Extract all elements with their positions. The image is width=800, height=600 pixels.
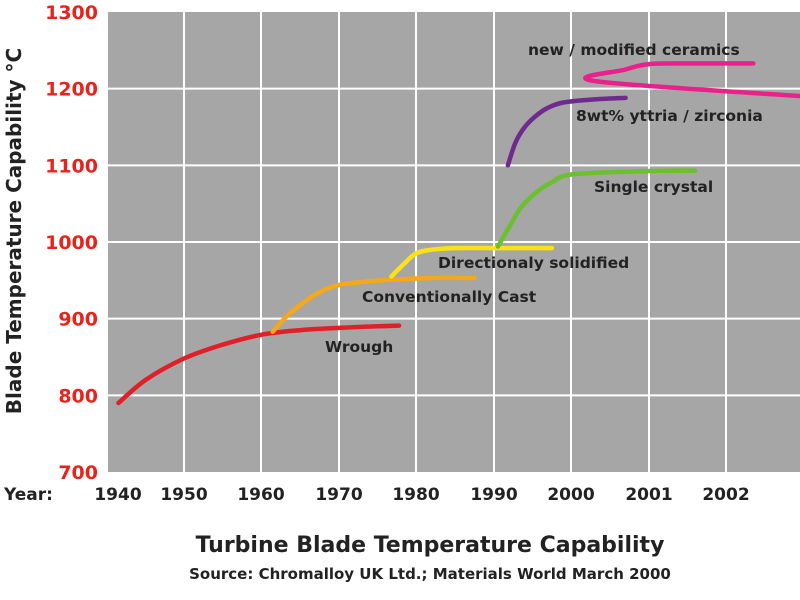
series-line-2	[389, 245, 555, 279]
x-tick-label: 2001	[625, 485, 672, 505]
y-tick-label: 1100	[45, 155, 98, 177]
x-tick-label: 1940	[94, 485, 141, 505]
x-tick-label: 1970	[315, 485, 362, 505]
series-line-5	[583, 61, 800, 99]
x-tick-labels: 1940 1950 1960 1970 1980 1990 2000 2001 2002	[94, 485, 749, 505]
series-line-1	[270, 275, 477, 334]
y-tick-label: 800	[58, 385, 98, 407]
x-tick-label: 1990	[470, 485, 517, 505]
y-tick-label: 1200	[45, 79, 98, 101]
series-label-3: Single crystal	[594, 178, 713, 196]
series-label-4: 8wt% yttria / zirconia	[576, 107, 763, 125]
y-tick-label: 1300	[45, 2, 98, 24]
chart-title: Turbine Blade Temperature Capability	[196, 533, 665, 558]
y-tick-label: 700	[58, 462, 98, 484]
y-tick-label: 1000	[45, 232, 98, 254]
series-label-2: Directionaly solidified	[438, 254, 629, 272]
x-tick-label: 1980	[392, 485, 439, 505]
series-line-3	[495, 168, 698, 249]
series-lines	[116, 61, 800, 406]
x-axis-label: Year:	[3, 485, 53, 505]
y-tick-label: 900	[58, 309, 98, 331]
series-label-1: Conventionally Cast	[362, 288, 537, 306]
x-tick-label: 2000	[547, 485, 594, 505]
series-label-0: Wrough	[325, 338, 393, 356]
series-line-0	[116, 323, 402, 406]
series-labels: Wrough Conventionally Cast Directionaly so…	[325, 41, 763, 356]
chart-source: Source: Chromalloy UK Ltd.; Materials Wo…	[189, 565, 671, 583]
series-line-4	[505, 95, 628, 168]
grid-horizontal	[108, 87, 800, 397]
x-tick-label: 1960	[237, 485, 284, 505]
y-axis-label: Blade Temperature Capability °C	[2, 48, 26, 414]
x-tick-label: 2002	[702, 485, 749, 505]
x-tick-label: 1950	[160, 485, 207, 505]
series-label-5: new / modified ceramics	[528, 41, 740, 59]
y-tick-labels: 700 800 900 1000 1100 1200 1300	[45, 2, 98, 484]
